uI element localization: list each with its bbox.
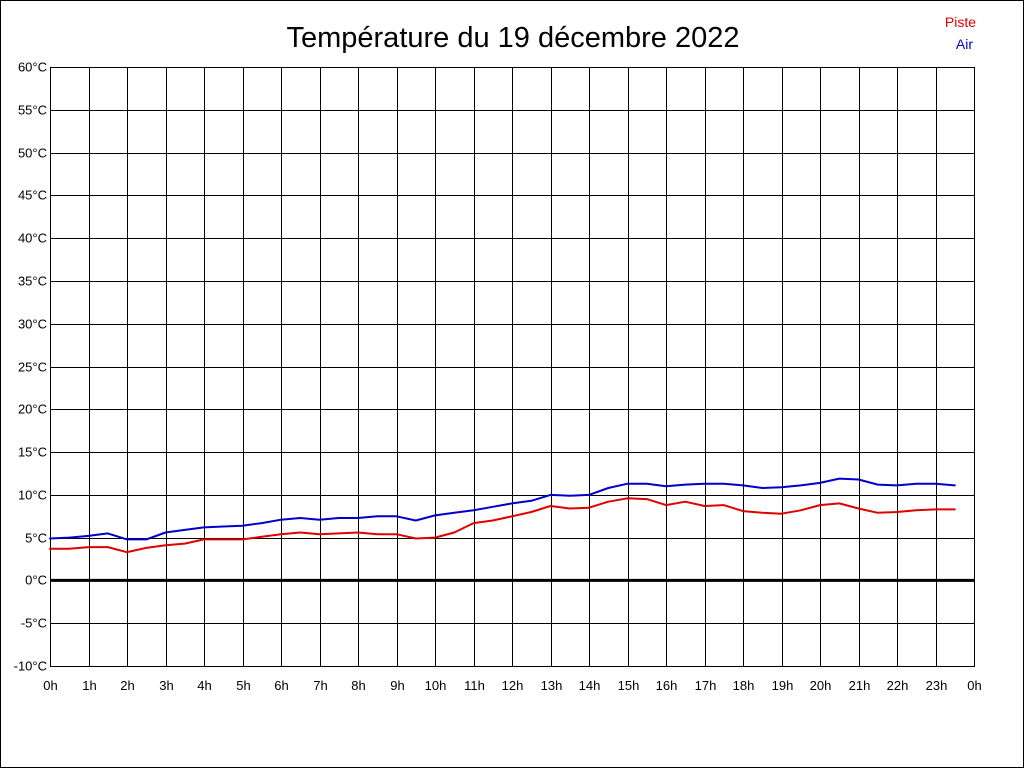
y-tick-label: 10°C [18, 488, 47, 503]
x-tick-label: 2h [120, 678, 134, 693]
y-tick-label: 0°C [25, 573, 47, 588]
x-tick-label: 7h [313, 678, 327, 693]
x-tick-label: 23h [926, 678, 948, 693]
x-tick-label: 15h [618, 678, 640, 693]
data-series [49, 477, 956, 554]
y-tick-label: 55°C [18, 103, 47, 118]
series-line-piste [49, 497, 956, 554]
x-tick-label: 3h [159, 678, 173, 693]
x-tick-label: 16h [656, 678, 678, 693]
x-tick-label: 1h [82, 678, 96, 693]
y-tick-label: -10°C [14, 659, 47, 674]
y-tick-label: -5°C [21, 616, 47, 631]
y-tick-label: 35°C [18, 274, 47, 289]
x-tick-label: 21h [849, 678, 871, 693]
x-tick-label: 11h [464, 678, 485, 693]
x-tick-label: 20h [810, 678, 832, 693]
legend-item-piste: Piste [945, 14, 976, 30]
y-tick-label: 20°C [18, 402, 47, 417]
x-tick-label: 8h [351, 678, 365, 693]
x-tick-label: 4h [197, 678, 211, 693]
x-tick-label: 5h [236, 678, 250, 693]
plot-border [50, 67, 975, 667]
y-tick-label: 5°C [25, 531, 47, 546]
x-tick-label: 13h [541, 678, 563, 693]
x-tick-label: 17h [695, 678, 717, 693]
x-tick-label: 0h [43, 678, 57, 693]
axis-tick-labels: 60°C 55°C 50°C 45°C 40°C 35°C 30°C 25°C 20°C 15°C… [14, 60, 982, 694]
y-tick-label: 15°C [18, 445, 47, 460]
y-tick-label: 30°C [18, 317, 47, 332]
x-tick-label: 0h [967, 678, 981, 693]
x-tick-label: 9h [390, 678, 404, 693]
series-line-air [49, 477, 956, 541]
x-tick-label: 10h [425, 678, 447, 693]
x-tick-label: 6h [274, 678, 288, 693]
y-tick-label: 60°C [18, 60, 47, 75]
legend: Piste Air [945, 14, 976, 52]
y-tick-label: 25°C [18, 360, 47, 375]
y-tick-label: 50°C [18, 146, 47, 161]
y-tick-label: 40°C [18, 231, 47, 246]
x-tick-label: 12h [502, 678, 524, 693]
chart-title: Température du 19 décembre 2022 [286, 22, 739, 54]
x-tick-label: 18h [733, 678, 755, 693]
x-tick-label: 22h [887, 678, 909, 693]
y-tick-label: 45°C [18, 188, 47, 203]
x-tick-label: 14h [579, 678, 601, 693]
x-tick-label: 19h [772, 678, 794, 693]
legend-item-air: Air [956, 36, 973, 52]
grid-lines [50, 67, 975, 667]
